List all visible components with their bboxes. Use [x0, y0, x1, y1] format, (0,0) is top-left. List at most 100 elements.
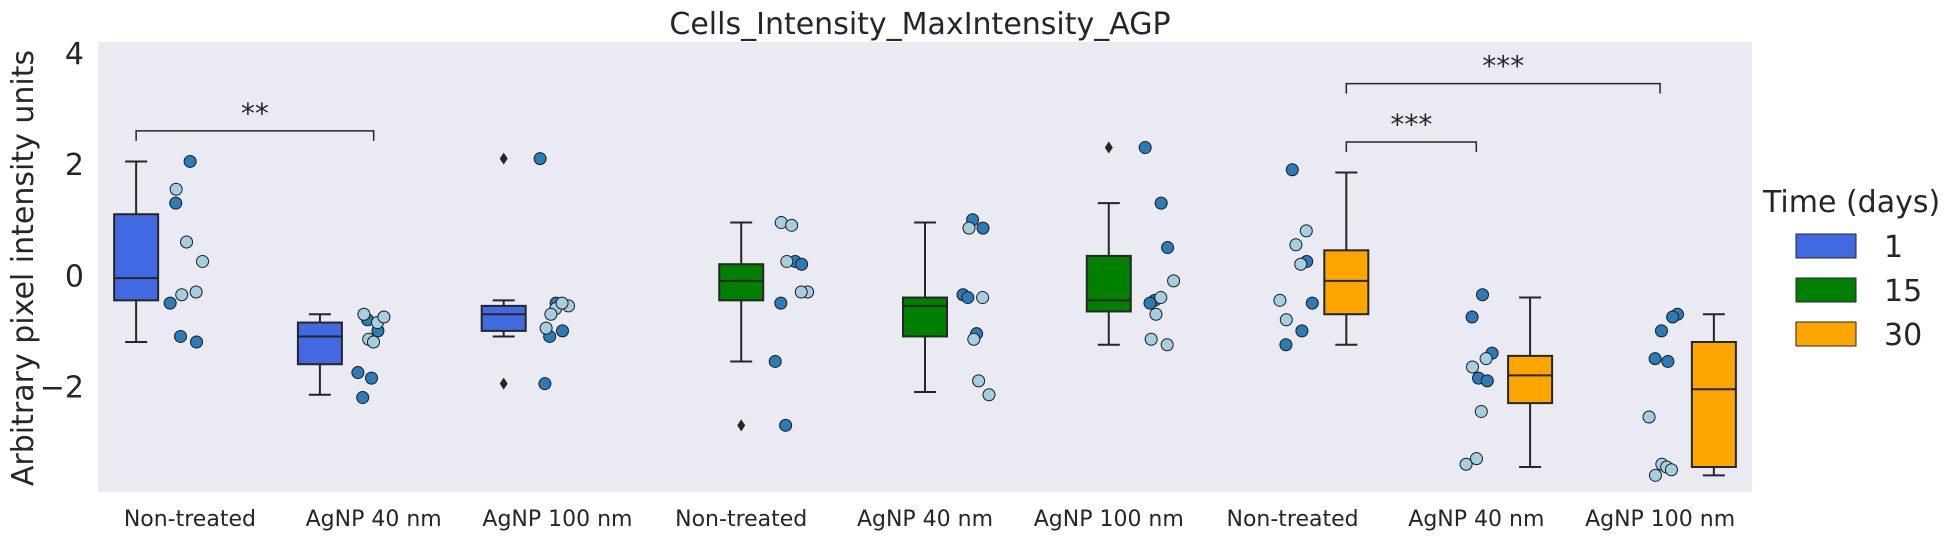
x-tick-label: AgNP 40 nm — [306, 507, 442, 532]
data-point-light — [377, 310, 391, 324]
data-point-light — [539, 321, 553, 335]
data-point-dark — [768, 354, 782, 368]
x-tick-label: AgNP 100 nm — [1585, 507, 1735, 532]
data-point-light — [967, 332, 981, 346]
box — [1507, 354, 1554, 405]
x-tick-label: AgNP 40 nm — [1408, 507, 1544, 532]
outlier-point — [499, 377, 508, 390]
data-point-dark — [1666, 310, 1680, 324]
data-point-light — [1469, 452, 1483, 466]
box — [902, 296, 948, 338]
legend-label: 30 — [1884, 318, 1922, 353]
data-point-dark — [1661, 354, 1675, 368]
data-point-dark — [1305, 296, 1319, 310]
legend: Time (days) 1 15 30 — [1762, 185, 1940, 353]
data-point-dark — [183, 154, 197, 168]
data-point-dark — [1295, 324, 1309, 338]
data-point-light — [1144, 332, 1158, 346]
data-point-light — [1160, 338, 1174, 352]
x-tick-label: AgNP 100 nm — [1034, 507, 1184, 532]
legend-swatch — [1795, 321, 1857, 347]
data-point-dark — [774, 296, 788, 310]
significance-label: ** — [241, 97, 269, 130]
x-tick-label: Non-treated — [1226, 507, 1358, 532]
data-point-light — [196, 254, 210, 268]
box — [296, 321, 343, 366]
data-point-light — [555, 296, 569, 310]
data-point-dark — [779, 418, 793, 432]
y-axis-label: Arbitrary pixel intensity units — [6, 50, 41, 486]
data-point-light — [780, 254, 794, 268]
data-point-light — [976, 291, 990, 305]
data-point-light — [1459, 457, 1473, 471]
outlier-point — [1104, 141, 1113, 154]
data-point-light — [169, 182, 183, 196]
data-point-dark — [1143, 296, 1157, 310]
x-tick-label: AgNP 40 nm — [857, 507, 993, 532]
significance-bracket — [1345, 82, 1661, 94]
data-point-light — [180, 235, 194, 249]
data-point-dark — [1475, 288, 1489, 302]
box — [1323, 249, 1370, 316]
data-point-light — [357, 307, 371, 321]
y-tick-label: 4 — [65, 37, 84, 72]
data-point-dark — [533, 152, 547, 166]
data-point-dark — [1285, 163, 1299, 177]
data-point-dark — [356, 391, 370, 405]
data-point-dark — [1161, 241, 1175, 255]
data-point-light — [1149, 307, 1163, 321]
data-point-dark — [976, 221, 990, 235]
data-point-dark — [795, 257, 809, 271]
data-point-dark — [1648, 352, 1662, 366]
data-point-dark — [163, 296, 177, 310]
data-point-dark — [174, 329, 188, 343]
legend-label: 1 — [1884, 230, 1903, 265]
data-point-light — [1299, 224, 1313, 238]
data-point-light — [982, 388, 996, 402]
box — [480, 304, 527, 332]
data-point-light — [1465, 360, 1479, 374]
data-point-light — [1474, 404, 1488, 418]
outlier-point — [737, 419, 746, 432]
data-point-light — [785, 218, 799, 232]
data-point-light — [1642, 410, 1656, 424]
data-point-light — [1648, 468, 1662, 482]
x-tick-label: AgNP 100 nm — [482, 507, 632, 532]
data-point-light — [1664, 463, 1678, 477]
data-point-dark — [169, 196, 183, 210]
data-point-light — [367, 335, 381, 349]
outlier-point — [499, 152, 508, 165]
data-point-light — [1279, 313, 1293, 327]
data-point-dark — [538, 377, 552, 391]
data-point-light — [1167, 274, 1181, 288]
legend-swatch — [1795, 233, 1857, 259]
data-point-dark — [961, 291, 975, 305]
box — [718, 263, 765, 302]
data-point-light — [1154, 291, 1168, 305]
data-point-dark — [351, 366, 365, 380]
x-tick-label: Non-treated — [675, 507, 807, 532]
legend-title: Time (days) — [1762, 185, 1940, 220]
data-point-light — [189, 285, 203, 299]
data-point-dark — [1138, 141, 1152, 155]
data-point-dark — [1654, 324, 1668, 338]
data-point-dark — [365, 371, 379, 385]
data-point-light — [794, 285, 808, 299]
significance-bracket — [135, 130, 375, 141]
y-tick-label: 2 — [65, 148, 84, 183]
significance-label: *** — [1390, 108, 1432, 141]
legend-label: 15 — [1884, 274, 1922, 309]
data-point-dark — [1480, 374, 1494, 388]
legend-swatch — [1795, 277, 1857, 303]
data-point-dark — [190, 335, 204, 349]
y-tick-label: −2 — [40, 370, 84, 405]
box — [113, 213, 160, 302]
x-tick-label: Non-treated — [124, 507, 256, 532]
data-point-light — [972, 374, 986, 388]
box — [1085, 254, 1132, 313]
data-point-light — [1294, 257, 1308, 271]
y-tick-label: 0 — [65, 259, 84, 294]
data-point-dark — [1279, 338, 1293, 352]
data-point-dark — [555, 324, 569, 338]
